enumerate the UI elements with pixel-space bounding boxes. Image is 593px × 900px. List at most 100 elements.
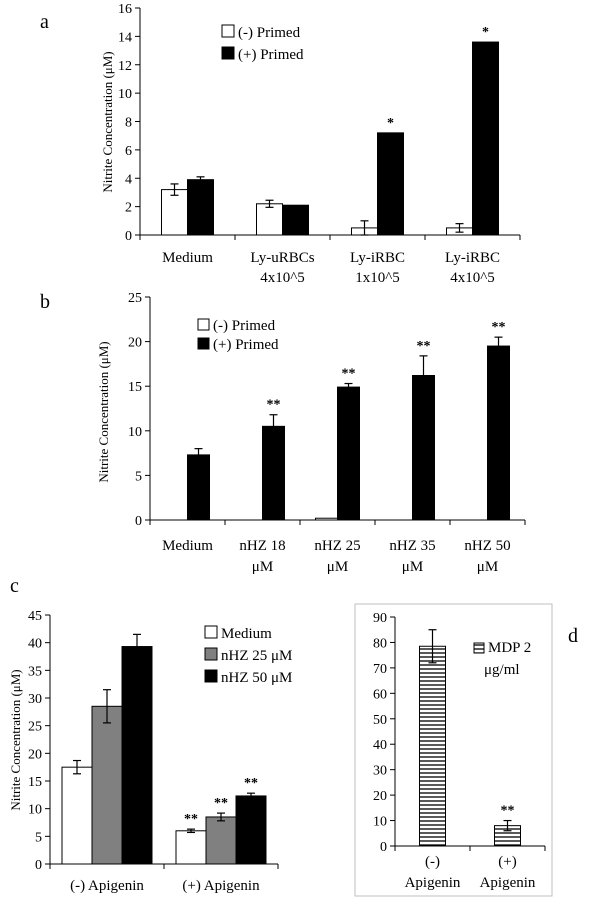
y-tick-label: 10 bbox=[28, 803, 42, 818]
legend-label: nHZ 50 μM bbox=[221, 670, 292, 686]
bar bbox=[262, 425, 285, 521]
y-tick-label: 45 bbox=[28, 609, 42, 624]
legend-label: (-) Primed bbox=[213, 318, 276, 334]
bar bbox=[187, 454, 210, 521]
y-tick-label: 40 bbox=[373, 738, 387, 753]
y-tick-label: 10 bbox=[373, 815, 387, 830]
y-tick-label: 8 bbox=[125, 116, 132, 131]
chart-panel-a: 0 2 4 6 8 10 12 14 16 Nitrite Concentration (μM) M… bbox=[100, 2, 521, 286]
y-tick-label: 25 bbox=[128, 291, 142, 306]
x-category-label: (-) bbox=[425, 854, 440, 870]
y-axis-title: Nitrite Concentration (μM) bbox=[96, 341, 111, 482]
y-tick-label: 12 bbox=[118, 59, 132, 74]
bar bbox=[419, 645, 446, 847]
y-tick-label: 20 bbox=[373, 789, 387, 804]
x-category-label: Apigenin bbox=[480, 875, 536, 891]
x-category-label: Apigenin bbox=[405, 875, 461, 891]
legend-swatch bbox=[221, 24, 235, 38]
bar bbox=[187, 179, 214, 236]
x-category-label: μM bbox=[252, 559, 273, 575]
x-category-label: 1x10^5 bbox=[355, 270, 400, 286]
bar bbox=[282, 204, 309, 236]
y-axis-title: Nitrite Concentration (μM) bbox=[8, 669, 23, 810]
x-category-label: Ly-uRBCs bbox=[250, 250, 314, 266]
y-tick-label: 0 bbox=[35, 858, 42, 873]
significance-marker: ** bbox=[417, 339, 431, 354]
y-tick-label: 10 bbox=[118, 87, 132, 102]
y-tick-label: 70 bbox=[373, 662, 387, 677]
x-category-label: Medium bbox=[162, 250, 213, 266]
y-tick-label: 20 bbox=[28, 747, 42, 762]
y-tick-label: 50 bbox=[373, 713, 387, 728]
chart-panel-d: 0 10 20 30 40 50 60 70 80 90 (-) Apigenin (+) Apigeni… bbox=[354, 603, 553, 897]
legend-swatch bbox=[221, 46, 235, 60]
x-category-label: μM bbox=[327, 559, 348, 575]
y-tick-label: 4 bbox=[125, 172, 132, 187]
bar bbox=[337, 386, 360, 521]
bar bbox=[91, 705, 123, 865]
y-tick-label: 0 bbox=[380, 840, 387, 855]
legend-swatch bbox=[197, 337, 210, 350]
y-tick-label: 35 bbox=[28, 664, 42, 679]
significance-marker: ** bbox=[184, 812, 198, 827]
x-category-label: nHZ 35 bbox=[389, 538, 435, 554]
panel-label-b: b bbox=[40, 291, 50, 313]
chart-panel-c: 0 5 10 15 20 25 30 35 40 45 Nitrite Concentration … bbox=[8, 609, 292, 894]
legend-swatch bbox=[204, 647, 218, 661]
x-category-label: μM bbox=[402, 559, 423, 575]
legend-swatch bbox=[473, 642, 485, 654]
significance-marker: ** bbox=[501, 804, 515, 819]
y-tick-label: 30 bbox=[373, 764, 387, 779]
y-tick-label: 0 bbox=[125, 229, 132, 244]
y-axis-title: Nitrite Concentration (μM) bbox=[100, 51, 115, 192]
y-tick-label: 40 bbox=[28, 637, 42, 652]
legend-label: Medium bbox=[221, 626, 272, 642]
panel-label-d: d bbox=[568, 625, 578, 647]
y-tick-label: 5 bbox=[135, 469, 142, 484]
panel-label-a: a bbox=[40, 11, 49, 33]
legend-swatch bbox=[204, 625, 218, 639]
legend-label: (+) Primed bbox=[238, 47, 304, 63]
bar bbox=[412, 374, 435, 521]
y-tick-label: 80 bbox=[373, 636, 387, 651]
y-tick-label: 20 bbox=[128, 336, 142, 351]
panel-label-c: c bbox=[10, 575, 19, 597]
chart-panel-b: 0 5 10 15 20 25 Nitrite Concentration (μM) Medi… bbox=[96, 291, 526, 575]
legend-label: nHZ 25 μM bbox=[221, 648, 292, 664]
x-category-label: nHZ 25 bbox=[314, 538, 360, 554]
y-tick-label: 2 bbox=[125, 201, 132, 216]
y-tick-label: 15 bbox=[28, 775, 42, 790]
x-category-label: Ly-iRBC bbox=[445, 250, 500, 266]
y-tick-label: 10 bbox=[128, 425, 142, 440]
legend-label: (+) Primed bbox=[213, 337, 279, 353]
legend-label: (-) Primed bbox=[238, 25, 301, 41]
bar bbox=[377, 132, 404, 236]
y-tick-label: 16 bbox=[118, 2, 132, 17]
significance-marker: ** bbox=[267, 398, 281, 413]
significance-marker: * bbox=[387, 116, 394, 131]
y-tick-label: 14 bbox=[118, 30, 132, 45]
y-tick-label: 6 bbox=[125, 144, 132, 159]
x-category-label: (+) bbox=[498, 854, 516, 870]
bar bbox=[61, 766, 93, 865]
panel-d-frame bbox=[354, 603, 553, 897]
significance-marker: ** bbox=[342, 367, 356, 382]
bar bbox=[487, 345, 510, 521]
legend-swatch bbox=[204, 669, 218, 683]
bar bbox=[472, 41, 499, 236]
legend-label: μg/ml bbox=[484, 662, 520, 678]
bar bbox=[315, 517, 338, 521]
bar bbox=[256, 203, 283, 236]
bar bbox=[175, 830, 207, 865]
bar bbox=[205, 816, 237, 865]
y-tick-label: 0 bbox=[135, 514, 142, 529]
x-category-label: (+) Apigenin bbox=[182, 878, 260, 894]
significance-marker: ** bbox=[492, 320, 506, 335]
x-category-label: μM bbox=[477, 559, 498, 575]
bar bbox=[161, 189, 188, 236]
significance-marker: ** bbox=[214, 796, 228, 811]
y-tick-label: 15 bbox=[128, 380, 142, 395]
y-tick-label: 60 bbox=[373, 687, 387, 702]
x-category-label: (-) Apigenin bbox=[70, 878, 144, 894]
y-tick-label: 25 bbox=[28, 720, 42, 735]
